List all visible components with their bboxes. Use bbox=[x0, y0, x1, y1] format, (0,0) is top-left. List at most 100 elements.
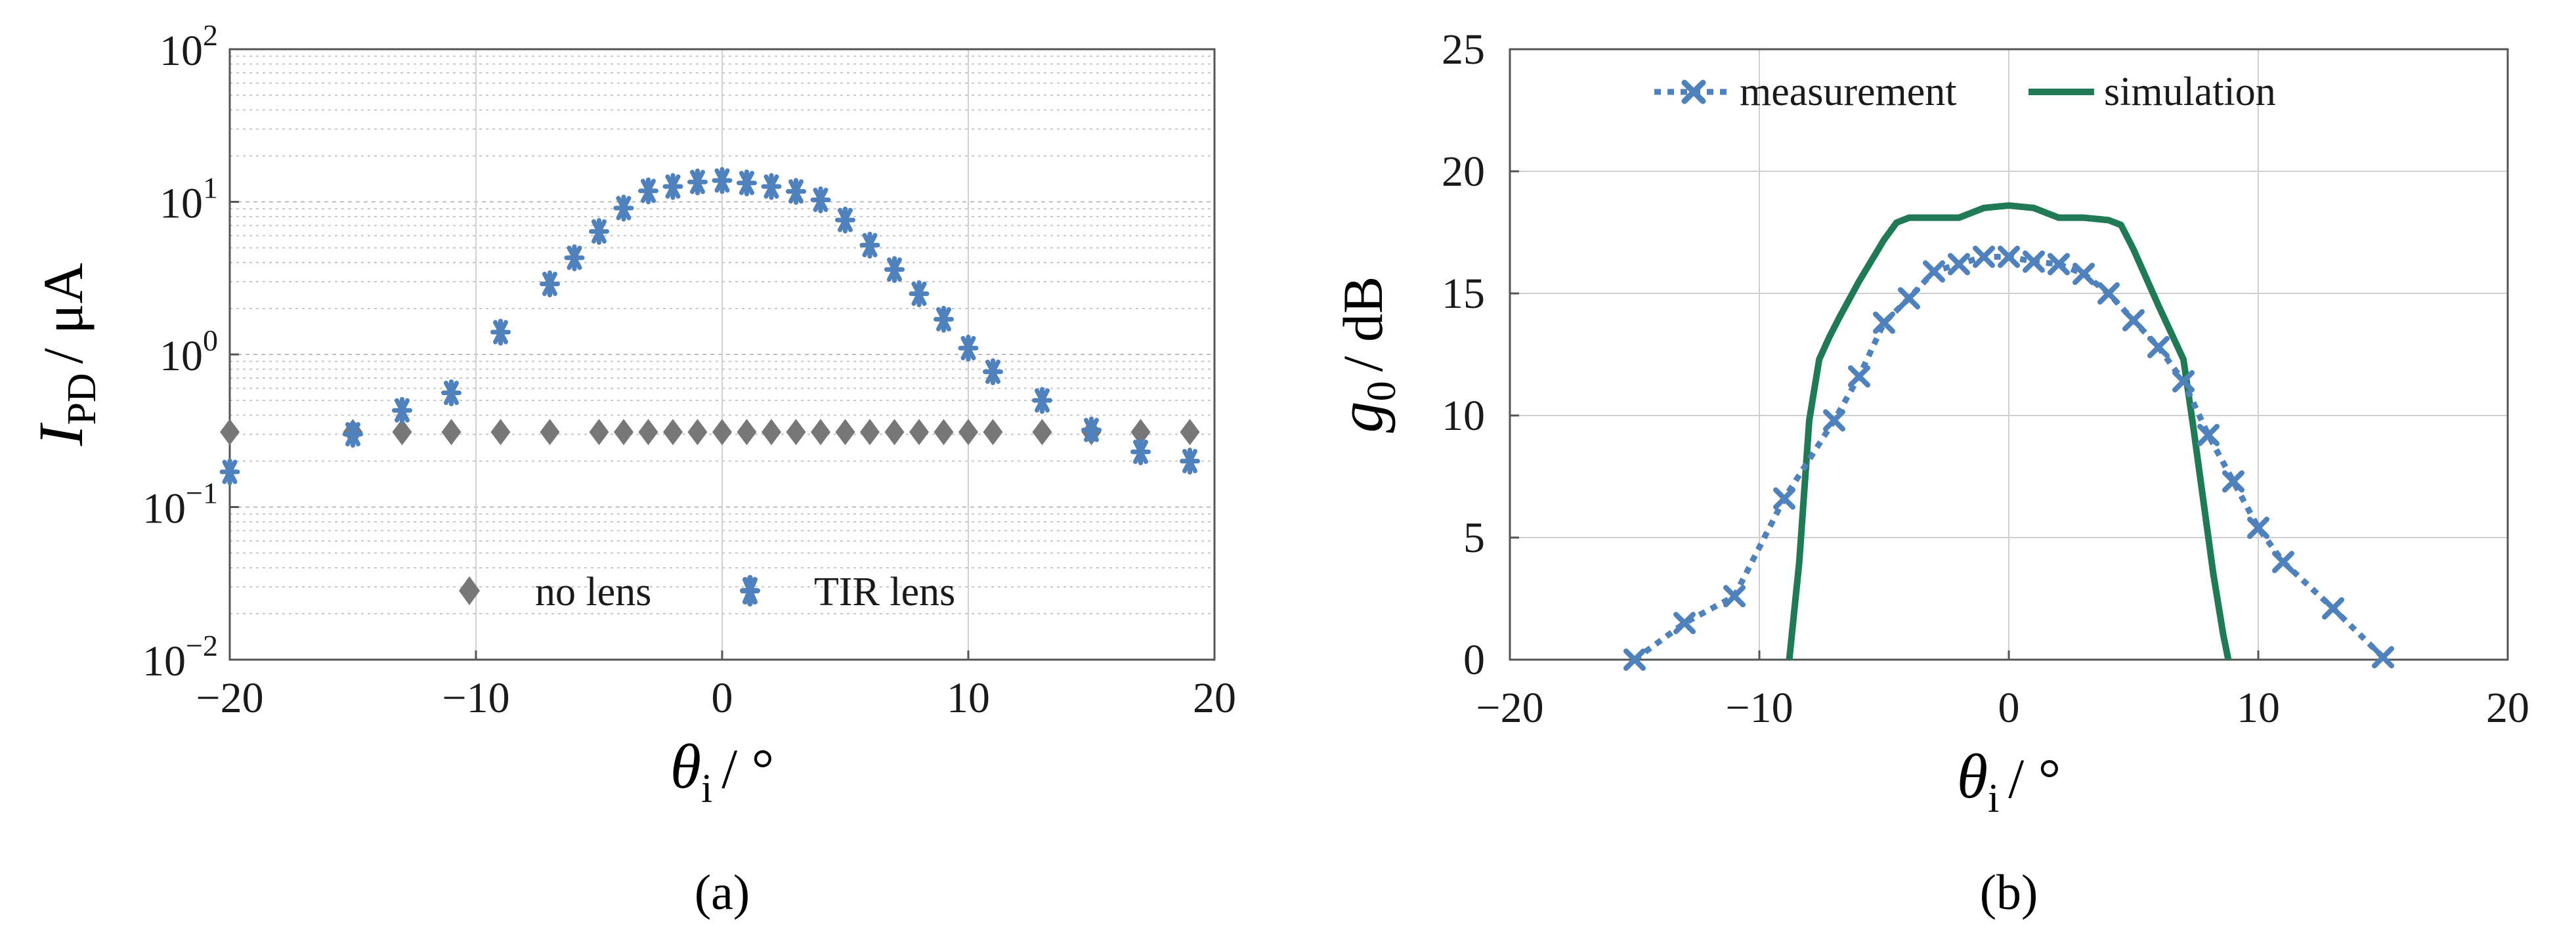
y-tick-label: 10−1 bbox=[142, 477, 218, 533]
y-tick-label: 10 bbox=[1442, 392, 1485, 440]
panel-a-x-ticks: −20 −10 0 10 20 bbox=[196, 650, 1236, 722]
data-point bbox=[934, 419, 954, 446]
data-point bbox=[219, 458, 240, 486]
panel-a-caption: (a) bbox=[695, 865, 750, 920]
data-point bbox=[2372, 646, 2394, 669]
panel-b-y-ticks: 0 5 10 15 20 25 bbox=[1442, 26, 1519, 684]
svg-text:g0/ dB: g0/ dB bbox=[1325, 276, 1404, 433]
data-point bbox=[1032, 419, 1052, 446]
data-point bbox=[2122, 308, 2145, 331]
data-point bbox=[687, 419, 708, 446]
data-point bbox=[786, 178, 806, 205]
x-tick-label: −20 bbox=[1476, 684, 1543, 732]
data-point bbox=[1623, 649, 1646, 671]
y-tick-label: 102 bbox=[160, 18, 218, 75]
data-point bbox=[1081, 416, 1102, 444]
data-point bbox=[490, 318, 511, 346]
data-point bbox=[540, 270, 560, 297]
data-point bbox=[712, 419, 732, 446]
data-point bbox=[884, 256, 905, 284]
data-point bbox=[1723, 585, 1746, 608]
data-point bbox=[884, 419, 905, 446]
data-point bbox=[983, 358, 1003, 385]
data-point bbox=[909, 280, 930, 307]
data-point bbox=[737, 419, 757, 446]
data-point bbox=[934, 305, 954, 333]
data-point bbox=[2147, 335, 2170, 358]
data-point bbox=[2072, 263, 2095, 286]
series-measurement-markers bbox=[1623, 245, 2394, 671]
data-point bbox=[343, 421, 363, 448]
series-tir-lens bbox=[219, 167, 1200, 486]
data-point bbox=[2222, 470, 2244, 493]
data-point bbox=[958, 419, 978, 446]
data-point bbox=[786, 419, 806, 446]
data-point bbox=[835, 419, 855, 446]
data-point bbox=[2023, 250, 2045, 273]
data-point bbox=[1130, 438, 1151, 465]
x-tick-label: 0 bbox=[1998, 684, 2020, 732]
x-tick-label: 20 bbox=[2486, 684, 2529, 732]
data-point bbox=[564, 244, 585, 272]
data-point bbox=[2172, 370, 2195, 393]
data-point bbox=[1998, 245, 2020, 268]
data-point bbox=[835, 206, 855, 234]
legend-measurement-marker bbox=[1681, 79, 1706, 104]
y-tick-label: 20 bbox=[1442, 148, 1485, 196]
data-point bbox=[589, 218, 609, 245]
y-tick-label: 10−2 bbox=[142, 629, 218, 685]
panel-b-grid bbox=[1509, 49, 2508, 660]
y-tick-label: 15 bbox=[1442, 270, 1485, 318]
data-point bbox=[810, 186, 831, 214]
data-point bbox=[762, 419, 781, 446]
panel-b: −20 −10 0 10 20 0 5 10 15 20 25 measurement simul… bbox=[1325, 26, 2529, 920]
data-point bbox=[811, 419, 830, 446]
x-tick-label: −20 bbox=[196, 674, 263, 722]
panel-b-marks bbox=[1623, 202, 2394, 671]
data-point bbox=[613, 194, 634, 222]
panel-b-y-axis-label: g0/ dB bbox=[1325, 276, 1404, 433]
data-point bbox=[663, 419, 683, 446]
panel-a-grid bbox=[229, 49, 1215, 660]
data-point bbox=[860, 419, 880, 446]
data-point bbox=[1923, 260, 1945, 283]
data-point bbox=[441, 379, 462, 407]
x-tick-label: 20 bbox=[1193, 674, 1236, 722]
data-point bbox=[490, 419, 511, 446]
legend-simulation-label: simulation bbox=[2104, 70, 2276, 114]
x-tick-label: 0 bbox=[712, 674, 733, 722]
panel-a-y-ticks: 10−2 10−1 100 101 102 bbox=[142, 18, 239, 685]
data-point bbox=[540, 419, 560, 446]
y-tick-label: 101 bbox=[160, 171, 218, 228]
data-point bbox=[662, 173, 683, 200]
data-point bbox=[1180, 419, 1200, 446]
data-point bbox=[614, 419, 633, 446]
panel-b-x-axis-label: θi / ° bbox=[1957, 741, 2061, 821]
series-simulation-line bbox=[1786, 202, 2232, 661]
data-point bbox=[638, 177, 658, 205]
data-point bbox=[1898, 287, 1920, 310]
panel-a-marks bbox=[219, 167, 1200, 486]
x-tick-label: 10 bbox=[2237, 684, 2280, 732]
data-point bbox=[2197, 423, 2220, 446]
data-point bbox=[859, 232, 880, 259]
legend-no-lens-label: no lens bbox=[535, 570, 651, 614]
data-point bbox=[1948, 253, 1970, 276]
x-tick-label: 10 bbox=[947, 674, 990, 722]
data-point bbox=[2322, 597, 2344, 620]
data-point bbox=[220, 419, 240, 446]
panel-a-x-axis-label: θi / ° bbox=[670, 731, 774, 811]
data-point bbox=[1673, 612, 1696, 635]
data-point bbox=[1032, 387, 1052, 414]
y-tick-label: 100 bbox=[160, 324, 218, 380]
data-point bbox=[983, 419, 1003, 446]
data-point bbox=[441, 419, 462, 446]
data-point bbox=[1873, 311, 1895, 334]
data-point bbox=[2272, 551, 2294, 574]
data-point bbox=[392, 419, 412, 446]
legend-tir-lens-marker bbox=[740, 575, 760, 606]
panel-b-legend: measurement simulation bbox=[1654, 70, 2276, 114]
data-point bbox=[761, 173, 782, 200]
data-point bbox=[909, 419, 929, 446]
